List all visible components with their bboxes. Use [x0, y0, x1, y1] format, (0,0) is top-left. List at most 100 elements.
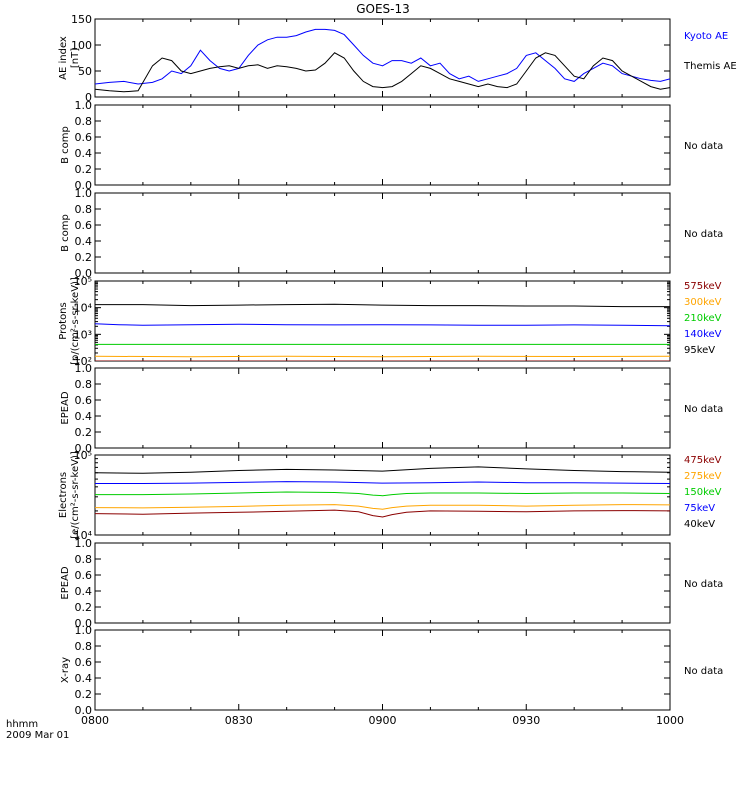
y-axis-unit: [e/(cm²-s-sr-keV)]	[70, 451, 81, 539]
y-axis-label-xray: X-ray	[60, 657, 71, 683]
legend-entry-kyoto-ae: Kyoto AE	[684, 31, 728, 42]
y-tick-label: 150	[71, 13, 92, 26]
series-line-150kev	[95, 491, 670, 497]
chart-title: GOES-13	[356, 2, 410, 16]
y-axis-label-protons: Protons [p/(cm²-s-sr-keV)]	[58, 277, 81, 365]
y-tick-label: 50	[78, 65, 92, 78]
y-tick-label: 10⁴	[74, 529, 93, 542]
y-tick-label: 0.0	[75, 267, 93, 280]
y-tick-label: 0.2	[75, 163, 93, 176]
legend-entry-150kev: 150keV	[684, 487, 722, 498]
panel-frame	[94, 104, 671, 186]
y-tick-label: 0.0	[75, 442, 93, 455]
y-tick-label: 0.6	[75, 394, 93, 407]
y-tick-label: 10⁵	[74, 449, 92, 462]
y-axis-label-bcomp2: B comp	[60, 214, 71, 252]
y-tick-label: 1.0	[75, 362, 93, 375]
y-tick-label: 0.2	[75, 688, 93, 701]
y-tick-label: 0.2	[75, 426, 93, 439]
panel-frame	[94, 542, 671, 624]
y-tick-label: 0.2	[75, 601, 93, 614]
y-axis-label-ae: AE index [nT]	[58, 36, 81, 80]
panel-epead2: 0.0 0.2 0.4 0.6 0.8 1.0 EPEAD No data	[60, 537, 723, 630]
y-tick-label: 0.2	[75, 251, 93, 264]
y-tick-label: 0.4	[75, 235, 93, 248]
time-tick-label: 0800	[81, 714, 109, 727]
time-tick-label: 0930	[512, 714, 540, 727]
no-data-label: No data	[684, 579, 723, 590]
y-tick-label: 0.8	[75, 553, 93, 566]
no-data-label: No data	[684, 229, 723, 240]
series-line-kyoto-ae	[95, 28, 670, 85]
panel-frame	[94, 367, 671, 449]
panel-frame	[94, 192, 671, 274]
y-tick-label: 0.6	[75, 131, 93, 144]
series-line-275kev	[95, 504, 670, 510]
panel-epead1: 0.0 0.2 0.4 0.6 0.8 1.0 EPEAD No data	[60, 362, 723, 455]
time-tick-label: 1000	[656, 714, 684, 727]
series-line-140kev	[95, 323, 670, 327]
y-tick-label: 0.4	[75, 672, 93, 685]
panel-bcomp1: 0.0 0.2 0.4 0.6 0.8 1.0 B comp No data	[60, 99, 723, 192]
y-axis-label-bcomp1: B comp	[60, 126, 71, 164]
y-axis-title: EPEAD	[60, 391, 71, 425]
time-tick-label: 0900	[369, 714, 397, 727]
series-line-75kev	[95, 481, 670, 484]
series-line-40kev	[95, 466, 670, 474]
y-tick-label: 0.0	[75, 617, 93, 630]
y-tick-label: 10⁴	[74, 302, 93, 315]
y-tick-label: 1.0	[75, 99, 93, 112]
legend-entry-themis-ae: Themis AE	[683, 61, 737, 72]
no-data-label: No data	[684, 141, 723, 152]
legend-entry-210kev: 210keV	[684, 313, 722, 324]
legend-entry-140kev: 140keV	[684, 329, 722, 340]
panel-bcomp2: 0.0 0.2 0.4 0.6 0.8 1.0 B comp No data	[60, 187, 723, 280]
y-axis-title: B comp	[60, 214, 71, 252]
legend-entry-40kev: 40keV	[684, 519, 715, 530]
y-tick-label: 0.0	[75, 704, 93, 717]
legend-entry-275kev: 275keV	[684, 471, 722, 482]
y-tick-label: 0.0	[75, 179, 93, 192]
legend-entry-300kev: 300keV	[684, 297, 722, 308]
legend-entry-95kev: 95keV	[684, 345, 715, 356]
y-tick-label: 0	[85, 91, 92, 104]
y-axis-label-epead2: EPEAD	[60, 566, 71, 600]
y-tick-label: 0.8	[75, 378, 93, 391]
panel-xray: 0.0 0.2 0.4 0.6 0.8 1.0 X-ray No data	[60, 624, 723, 717]
y-tick-label: 0.6	[75, 656, 93, 669]
y-tick-label: 1.0	[75, 187, 93, 200]
y-tick-label: 10⁵	[74, 275, 92, 288]
y-axis-unit: [nT]	[70, 48, 81, 68]
y-axis-label-electrons: Electrons [e/(cm²-s-sr-keV)]	[58, 451, 81, 539]
y-axis-title: Protons	[58, 302, 69, 339]
y-tick-label: 0.4	[75, 147, 93, 160]
y-axis-title: Electrons	[58, 472, 69, 518]
no-data-label: No data	[684, 666, 723, 677]
y-axis-title: X-ray	[60, 657, 71, 683]
time-axis: 0800 0830 0900 0930 1000	[81, 714, 684, 727]
y-axis-unit: [p/(cm²-s-sr-keV)]	[70, 277, 81, 365]
panel-frame	[94, 629, 671, 711]
y-axis-title: AE index	[58, 36, 69, 80]
time-axis-date: 2009 Mar 01	[6, 730, 69, 741]
y-tick-label: 10³	[74, 328, 92, 341]
y-tick-label: 1.0	[75, 624, 93, 637]
y-tick-label: 0.4	[75, 410, 93, 423]
y-axis-label-epead1: EPEAD	[60, 391, 71, 425]
y-axis-title: EPEAD	[60, 566, 71, 600]
panel-frame	[94, 280, 671, 362]
no-data-label: No data	[684, 404, 723, 415]
y-tick-label: 0.4	[75, 585, 93, 598]
time-axis-label: hhmm	[6, 719, 38, 730]
y-tick-label: 10²	[74, 355, 92, 368]
y-tick-label: 1.0	[75, 537, 93, 550]
series-line-themis-ae	[95, 52, 670, 93]
y-tick-label: 0.8	[75, 203, 93, 216]
y-tick-label: 100	[71, 39, 92, 52]
y-tick-label: 0.8	[75, 115, 93, 128]
